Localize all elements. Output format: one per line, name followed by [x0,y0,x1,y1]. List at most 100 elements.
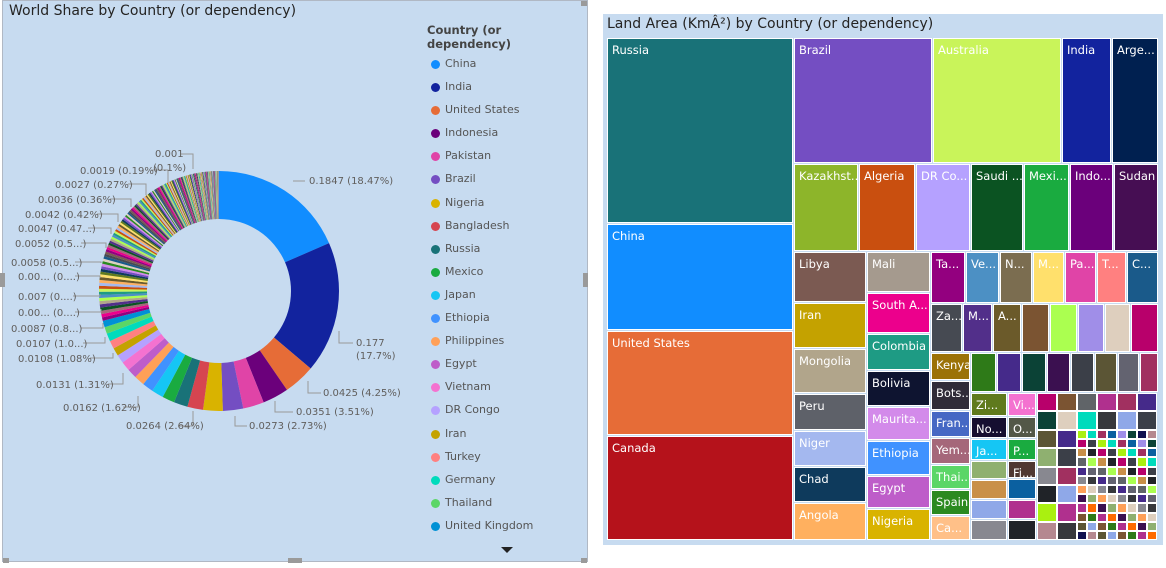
treemap-tile-small[interactable] [1137,411,1157,430]
treemap-tile-small[interactable] [997,353,1021,392]
treemap-tile-small[interactable] [1127,485,1137,495]
donut-slice[interactable] [136,202,171,239]
donut-slice[interactable] [143,197,175,236]
legend-item[interactable]: Turkey [427,450,587,473]
donut-slice[interactable] [164,183,187,228]
donut-slice[interactable] [205,171,211,220]
treemap-tile-small[interactable] [1097,411,1117,430]
donut-slice[interactable] [101,304,149,318]
donut-slice[interactable] [156,188,182,230]
treemap-tile-small[interactable] [1127,512,1137,522]
treemap-tile-small[interactable] [1077,439,1087,449]
treemap-tile-small[interactable] [1087,439,1097,449]
treemap-tile-small[interactable] [1097,512,1107,522]
donut-slice[interactable] [106,316,154,342]
legend-item[interactable]: Russia [427,242,587,265]
treemap-tile-small[interactable] [1057,503,1077,522]
treemap-tile[interactable]: Brazil [794,38,932,163]
donut-slice[interactable] [118,224,160,252]
treemap-tile-small[interactable] [1022,304,1049,352]
treemap-tile-small[interactable] [1087,485,1097,495]
donut-slice[interactable] [119,222,160,251]
treemap-tile[interactable]: Spain [931,490,970,515]
treemap-tile-small[interactable] [1147,521,1157,531]
donut-slice[interactable] [196,173,206,221]
treemap-tile[interactable]: No... [971,417,1007,438]
treemap-tile-small[interactable] [1037,429,1057,449]
donut-slice[interactable] [121,219,162,249]
treemap-tile[interactable]: Nigeria [867,509,930,540]
treemap-tile-small[interactable] [1107,448,1117,458]
treemap-tile-small[interactable] [971,480,1007,499]
donut-slice[interactable] [186,175,200,222]
donut-slice[interactable] [178,177,196,224]
treemap-tile-small[interactable] [1008,479,1036,499]
treemap-tile-small[interactable] [1107,439,1117,449]
treemap-tile[interactable]: South A... [867,293,930,333]
treemap-tile-small[interactable] [1147,439,1157,449]
donut-slice[interactable] [113,232,157,258]
legend-item[interactable]: China [427,57,587,80]
donut-slice[interactable] [144,196,175,235]
donut-slice[interactable] [167,182,189,226]
donut-slice[interactable] [217,171,218,220]
donut-slice[interactable] [143,346,179,391]
resize-handle-bottom[interactable] [288,558,302,563]
donut-slice[interactable] [216,171,218,220]
donut-slice[interactable] [219,171,330,263]
treemap-tile[interactable]: M... [1033,252,1064,303]
treemap-tile-small[interactable] [1107,503,1117,513]
treemap-tile-small[interactable] [1047,353,1070,392]
donut-slice[interactable] [100,300,148,311]
treemap-tile-small[interactable] [1077,531,1087,541]
treemap-tile-small[interactable] [1137,475,1147,485]
treemap-tile-small[interactable] [1147,503,1157,513]
donut-slice[interactable] [217,171,219,220]
donut-slice[interactable] [112,234,156,259]
donut-slice[interactable] [104,251,152,269]
treemap-tile-small[interactable] [1117,439,1127,449]
donut-slice[interactable] [163,184,187,228]
donut-slice[interactable] [102,308,151,328]
treemap-tile-small[interactable] [1118,353,1139,392]
treemap-tile-small[interactable] [1117,475,1127,485]
treemap-tile-small[interactable] [1097,448,1107,458]
treemap-tile-small[interactable] [1077,411,1097,430]
treemap-tile-small[interactable] [1037,521,1057,541]
treemap-tile-small[interactable] [1097,503,1107,513]
donut-slice[interactable] [174,179,193,225]
donut-slice[interactable] [208,171,213,220]
donut-slice[interactable] [213,171,216,220]
legend-item[interactable]: Bangladesh [427,219,587,242]
donut-slice[interactable] [199,172,208,220]
donut-slice[interactable] [135,203,170,240]
legend-scroll-down-icon[interactable] [501,547,513,553]
donut-slice[interactable] [208,171,213,220]
legend-item[interactable]: Mexico [427,265,587,288]
treemap-tile-small[interactable] [1137,393,1157,412]
treemap-tile[interactable]: Maurita... [867,407,930,440]
donut-slice[interactable] [173,179,193,225]
donut-slice[interactable] [212,171,216,220]
donut-slice[interactable] [133,206,169,241]
donut-slice[interactable] [145,195,176,235]
treemap-tile[interactable]: C... [1127,252,1158,303]
donut-slice[interactable] [217,171,219,220]
donut-slice[interactable] [152,350,186,397]
treemap-tile-small[interactable] [1077,475,1087,485]
treemap-tile[interactable]: Egypt [867,476,930,508]
land-area-visual[interactable]: Land Area (KmÂ²) by Country (or dependen… [603,14,1163,545]
treemap-tile-small[interactable] [1087,457,1097,467]
treemap-tile-small[interactable] [1097,485,1107,495]
treemap-tile[interactable]: P... [1008,439,1036,460]
donut-slice[interactable] [110,238,155,261]
treemap-tile-small[interactable] [1057,411,1077,430]
donut-slice[interactable] [216,171,218,220]
donut-slice[interactable] [102,261,150,275]
donut-slice[interactable] [210,171,215,220]
treemap-tile-small[interactable] [1147,475,1157,485]
treemap-tile-small[interactable] [1147,531,1157,541]
treemap-tile-small[interactable] [1037,503,1057,522]
donut-slice[interactable] [200,172,208,220]
treemap-tile-small[interactable] [1037,393,1057,412]
